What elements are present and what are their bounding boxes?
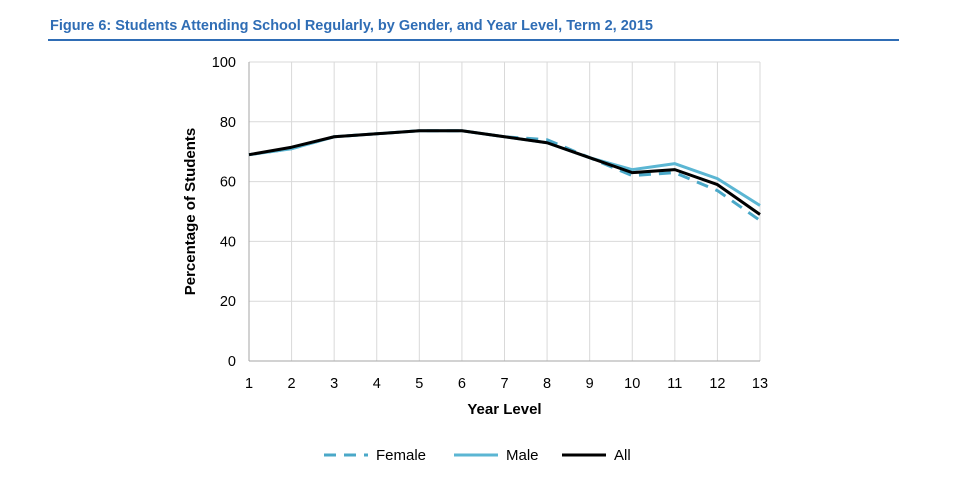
x-tick-label: 1 (245, 376, 253, 392)
legend-item-all: All (560, 444, 631, 466)
legend-label-female: Female (376, 446, 427, 464)
x-tick-label: 5 (415, 376, 423, 392)
legend-item-female: Female (322, 444, 426, 466)
y-tick-label: 0 (228, 354, 236, 370)
y-tick-label: 20 (220, 294, 236, 310)
legend-item-male: Male (452, 444, 539, 466)
x-axis-label: Year Level (467, 401, 541, 418)
series-line-all (248, 129, 761, 216)
legend-swatch-male (454, 453, 498, 457)
x-tick-label: 8 (543, 376, 551, 392)
legend-label-male: Male (506, 446, 539, 464)
y-axis-label: Percentage of Students (182, 128, 199, 296)
x-tick-label: 9 (586, 376, 594, 392)
x-tick-label: 3 (330, 376, 338, 392)
x-tick-label: 12 (709, 376, 725, 392)
series-layer (248, 129, 761, 222)
x-tick-label: 7 (500, 376, 508, 392)
figure-title: Figure 6: Students Attending School Regu… (50, 18, 653, 34)
x-tick-label: 13 (752, 376, 768, 392)
y-tick-label: 60 (220, 175, 236, 191)
grid-layer (249, 61, 760, 361)
legend-swatch-female (324, 453, 368, 457)
legend-label-all: All (614, 446, 631, 464)
x-tick-label: 10 (624, 376, 640, 392)
legend: Female Male All (0, 444, 970, 466)
y-tick-label: 80 (220, 115, 236, 131)
x-tick-label: 2 (288, 376, 296, 392)
legend-swatch-all (562, 453, 606, 457)
x-tick-label: 4 (373, 376, 381, 392)
x-tick-label: 11 (667, 376, 682, 392)
title-rule (48, 39, 899, 41)
y-tick-label: 40 (220, 234, 236, 250)
axis-layer (248, 62, 761, 362)
y-tick-label: 100 (212, 55, 236, 71)
x-tick-label: 6 (458, 376, 466, 392)
